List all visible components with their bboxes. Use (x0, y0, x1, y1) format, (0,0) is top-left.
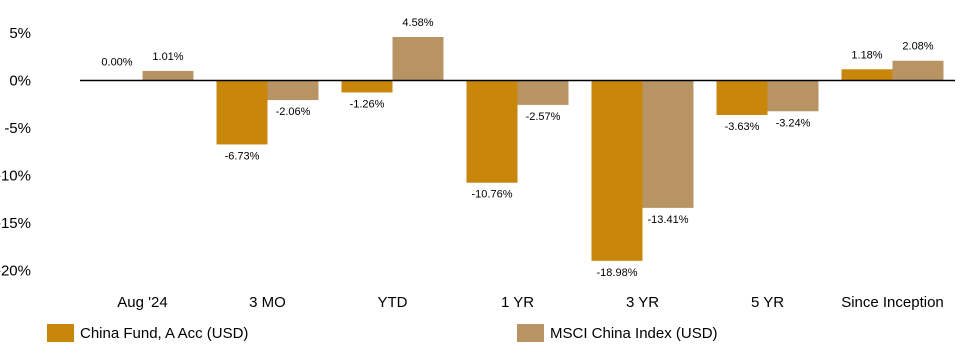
y-tick-label: -15% (0, 215, 31, 232)
bar-index (517, 80, 569, 105)
x-category-label: 3 MO (249, 294, 286, 311)
y-tick-label: 0% (9, 73, 31, 90)
bar-fund (716, 80, 768, 115)
legend-swatch-index (517, 324, 544, 342)
y-tick-label: -10% (0, 168, 31, 185)
bar-fund (591, 80, 643, 261)
legend-label-index: MSCI China Index (USD) (550, 324, 718, 342)
bar-index (267, 80, 319, 101)
bar-index (892, 60, 944, 81)
data-label: -6.73% (225, 150, 260, 162)
legend-swatch-fund (47, 324, 74, 342)
x-category-label: 5 YR (751, 294, 784, 311)
data-label: -2.06% (276, 106, 311, 118)
y-tick-label: -20% (0, 263, 31, 280)
data-label: -2.57% (526, 111, 561, 123)
y-tick-label: -5% (4, 120, 31, 137)
bar-fund (466, 80, 518, 183)
y-tick-label: 5% (9, 25, 31, 42)
bar-fund (841, 69, 893, 81)
data-label: 4.58% (402, 17, 433, 29)
legend-item-index: MSCI China Index (USD) (517, 324, 718, 342)
x-category-label: Since Inception (841, 294, 944, 311)
bar-index (392, 36, 444, 81)
x-category-label: 1 YR (501, 294, 534, 311)
data-label: -13.41% (648, 214, 689, 226)
legend-label-fund: China Fund, A Acc (USD) (80, 324, 249, 342)
data-label: 1.18% (851, 49, 882, 61)
data-label: 2.08% (902, 41, 933, 53)
bar-index (642, 80, 694, 208)
data-label: -10.76% (472, 189, 513, 201)
data-label: 1.01% (152, 51, 183, 63)
x-category-label: 3 YR (626, 294, 659, 311)
bar-chart: 5% 0% -5% -10% -15% -20% 0.00% 1.01% Aug '24 -6.7… (0, 17, 955, 311)
x-category-label: Aug '24 (117, 294, 167, 311)
data-label: -1.26% (350, 98, 385, 110)
bar-fund (216, 80, 268, 145)
legend-item-fund: China Fund, A Acc (USD) (47, 324, 248, 342)
bar-fund (341, 80, 393, 93)
x-category-label: YTD (378, 294, 408, 311)
data-label: -18.98% (597, 267, 638, 279)
data-label: 0.00% (101, 57, 132, 69)
bar-index (767, 80, 819, 112)
bar-index (142, 70, 194, 81)
data-label: -3.24% (776, 117, 811, 129)
data-label: -3.63% (725, 121, 760, 133)
